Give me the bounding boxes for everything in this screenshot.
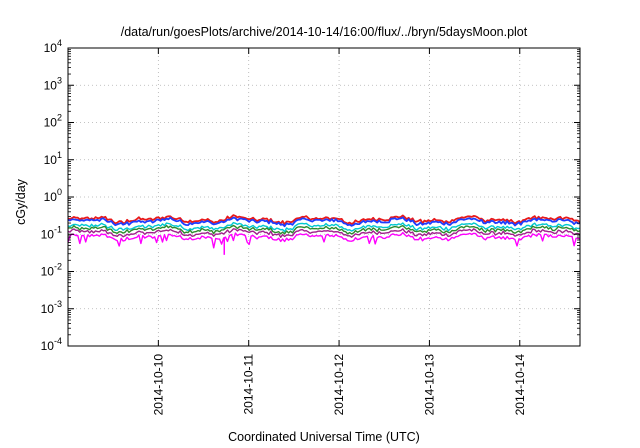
series-line [67,221,581,233]
series-line [67,216,581,228]
series-line [67,228,581,238]
x-tick-label: 2014-10-14 [513,354,527,416]
series-line [67,214,581,226]
y-axis: 104 103 102 101 100 10-1 10-2 10-3 10-4 [41,38,580,353]
y-tick-label: 10-1 [41,224,62,241]
x-axis: 2014-10-10 2014-10-11 2014-10-12 2014-10-13… [151,48,527,416]
y-tick-label: 10-2 [41,262,62,279]
grid [68,48,580,346]
y-axis-label: cGy/day [14,178,28,225]
x-tick-label: 2014-10-10 [151,354,165,416]
series-group [67,214,581,255]
series-line [67,224,581,235]
x-tick-label: 2014-10-12 [332,354,346,416]
y-tick-label: 10-3 [41,299,62,316]
y-tick-label: 102 [44,113,62,130]
y-tick-label: 103 [44,75,62,92]
y-tick-label: 100 [44,187,62,204]
x-axis-label: Coordinated Universal Time (UTC) [228,430,420,444]
y-tick-label: 101 [44,150,62,167]
y-tick-label: 104 [44,38,62,55]
chart-title: /data/run/goesPlots/archive/2014-10-14/1… [121,25,528,39]
x-tick-label: 2014-10-13 [422,354,436,416]
x-tick-label: 2014-10-11 [242,354,256,415]
series-line [67,231,581,249]
y-tick-label: 10-4 [41,336,62,353]
